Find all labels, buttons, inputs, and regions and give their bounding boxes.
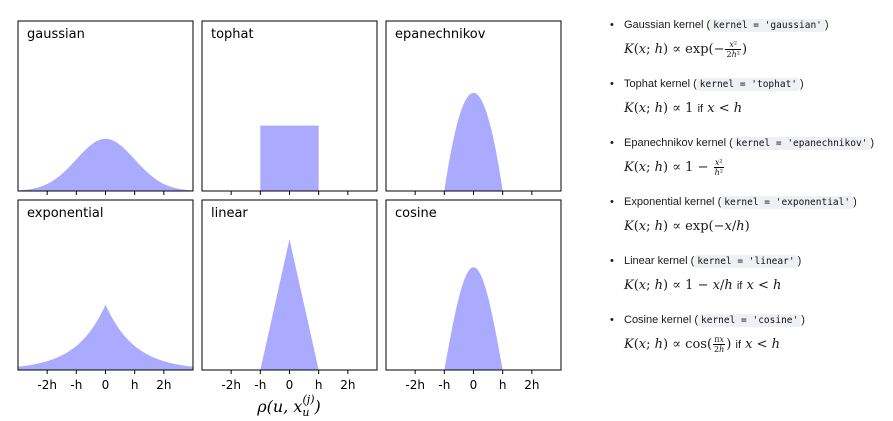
kernel-code: kernel = 'cosine' [698,314,802,327]
kernel-item-cosine: • Cosine kernel (kernel = 'cosine') K(x;… [605,313,890,360]
panel-title: cosine [395,206,437,221]
kernel-panel-cosine: cosine -2h -h 0 h 2h [385,199,562,392]
x-tick-label: -h [254,378,266,392]
kernel-list: • Gaussian kernel (kernel = 'gaussian') … [605,18,890,372]
kernel-name: Tophat kernel [624,78,691,90]
kernel-panel-exponential: exponential -2h -h 0 h 2h [17,199,194,392]
kernel-code: kernel = 'exponential' [721,196,854,209]
kernel-item-gaussian: • Gaussian kernel (kernel = 'gaussian') … [605,18,890,65]
kernel-area-tophat [260,125,319,191]
kernel-area-exponential [18,304,193,370]
kernel-formula: K(x; h) ∝ 1 if x < h [624,101,743,116]
panel-title: gaussian [27,27,85,42]
x-tick-label: 0 [286,378,294,392]
x-tick-label: h [499,378,507,392]
kernel-code: kernel = 'linear' [694,255,798,268]
kernel-item-exponential: • Exponential kernel (kernel = 'exponent… [605,195,890,242]
kernel-panel-epanechnikov: epanechnikov [385,20,562,195]
panel-title: exponential [27,206,103,221]
kernel-name: Epanechnikov kernel [624,137,727,149]
x-tick-label: -2h [37,378,57,392]
kernel-area-epanechnikov [386,92,561,191]
x-tick-label: 2h [524,378,539,392]
kernel-area-gaussian [18,138,193,191]
bullet-icon: • [610,19,614,31]
x-tick-label: h [315,378,323,392]
kernel-item-linear: • Linear kernel (kernel = 'linear') K(x;… [605,254,890,301]
x-axis-label: ρ(u, xu(j)) [256,393,321,419]
kernel-formula: K(x; h) ∝ 1 − x² h² [624,158,724,177]
kernel-plots-svg: gaussian tophat epanechnikov exponential -2h… [17,20,562,419]
panel-title: tophat [211,27,254,42]
kernel-figure: gaussian tophat epanechnikov exponential -2h… [17,20,562,419]
panel-title: epanechnikov [395,27,486,42]
panel-title: linear [211,206,248,221]
x-tick-label: -h [438,378,450,392]
kernel-name: Cosine kernel [624,314,692,326]
kernel-name: Exponential kernel [624,196,715,208]
bullet-icon: • [610,314,614,326]
kernel-name: Linear kernel [624,255,688,267]
x-tick-label: 0 [470,378,478,392]
kernel-item-tophat: • Tophat kernel (kernel = 'tophat') K(x;… [605,77,890,124]
bullet-icon: • [610,196,614,208]
kernel-formula: K(x; h) ∝ exp(− x² 2h²) [624,40,748,59]
kernel-name: Gaussian kernel [624,19,704,31]
kernel-code: kernel = 'epanechnikov' [732,137,871,150]
bullet-icon: • [610,137,614,149]
kernel-panel-gaussian: gaussian [17,20,194,195]
x-tick-label: h [131,378,139,392]
kernel-area-linear [202,239,377,370]
kernel-panel-tophat: tophat [201,20,378,195]
kernel-code: kernel = 'tophat' [696,78,801,91]
kernel-formula: K(x; h) ∝ 1 − x/h if x < h [624,278,782,293]
bullet-icon: • [610,78,614,90]
x-tick-label: 0 [102,378,110,392]
kernel-formula: K(x; h) ∝ cos(πx 2h) if x < h [624,335,781,354]
kernel-panel-linear: linear -2h -h 0 h 2h [201,199,378,392]
kernel-formula: K(x; h) ∝ exp(−x/h) [624,219,750,234]
kernel-code: kernel = 'gaussian' [710,19,825,32]
x-tick-label: 2h [340,378,355,392]
x-tick-label: -2h [221,378,241,392]
x-tick-label: 2h [156,378,171,392]
bullet-icon: • [610,255,614,267]
kernel-item-epanechnikov: • Epanechnikov kernel (kernel = 'epanech… [605,136,890,183]
kernel-area-cosine [386,267,561,370]
x-tick-label: -2h [405,378,425,392]
x-tick-label: -h [70,378,82,392]
